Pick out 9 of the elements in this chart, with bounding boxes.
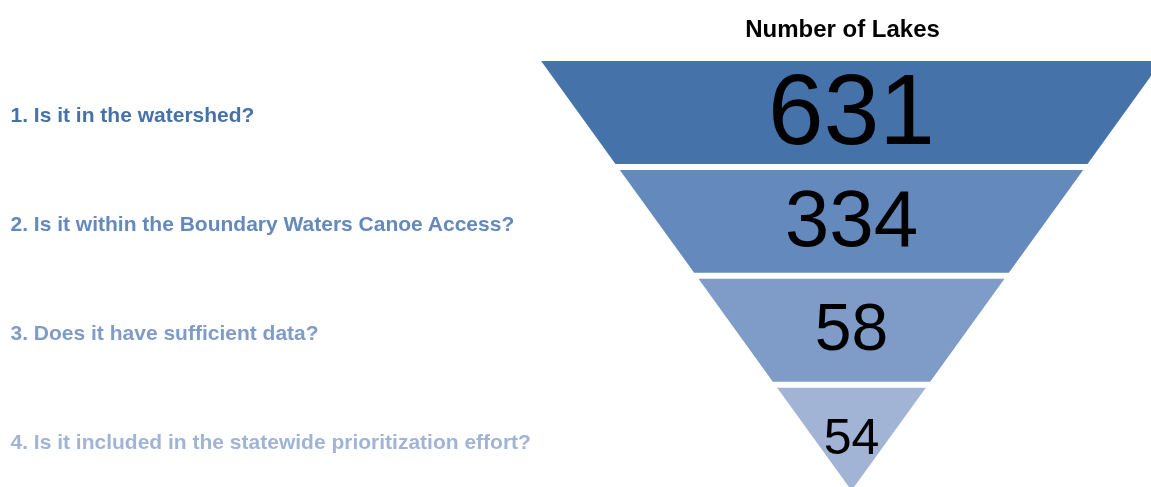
data-label: 58 [814,290,889,365]
text: Number of Lakes [745,15,940,42]
category-label: 2. Is it within the Boundary Waters Canoe Access? [10,211,515,235]
data-label: 334 [784,173,919,263]
category-label: 4. Is it included in the statewide prioritization effort? [10,429,531,453]
data-label: 631 [768,52,935,165]
data-label: 54 [823,408,880,465]
category-label: 3. Does it have sufficient data? [10,320,319,344]
category-label: 1. Is it in the watershed? [10,102,255,126]
